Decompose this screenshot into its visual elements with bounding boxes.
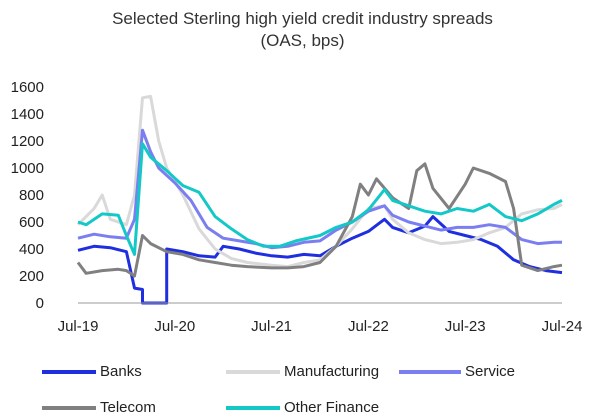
series-lines <box>76 94 563 305</box>
y-tick-label: 600 <box>19 214 44 231</box>
x-tick-label: Jul-20 <box>154 318 195 335</box>
x-axis-tick-labels: Jul-19 Jul-20 Jul-21 Jul-22 Jul-23 Jul-24 <box>58 318 583 335</box>
series-line-other-finance <box>77 142 563 256</box>
y-tick-label: 0 <box>36 295 44 312</box>
chart-title-line-1: Selected Sterling high yield credit indu… <box>112 9 493 28</box>
y-tick-label: 1600 <box>11 79 44 96</box>
series-line-telecom <box>76 162 563 278</box>
series-line-manufacturing <box>76 94 563 269</box>
y-tick-label: 400 <box>19 241 44 258</box>
series-line-banks <box>77 215 563 305</box>
x-tick-label: Jul-23 <box>445 318 486 335</box>
chart-title-line-2: (OAS, bps) <box>260 31 345 50</box>
chart-title: Selected Sterling high yield credit indu… <box>0 8 605 52</box>
y-tick-label: 1000 <box>11 160 44 177</box>
x-tick-label: Jul-22 <box>348 318 389 335</box>
x-tick-label: Jul-19 <box>58 318 99 335</box>
y-tick-label: 800 <box>19 187 44 204</box>
y-tick-label: 200 <box>19 268 44 285</box>
series-line-service <box>77 128 562 250</box>
y-tick-label: 1200 <box>11 133 44 150</box>
x-tick-label: Jul-21 <box>251 318 292 335</box>
y-tick-label: 1400 <box>11 106 44 123</box>
x-tick-label: Jul-24 <box>542 318 583 335</box>
y-axis-tick-labels: 0 200 400 600 800 1000 1200 1400 1600 <box>11 79 44 312</box>
